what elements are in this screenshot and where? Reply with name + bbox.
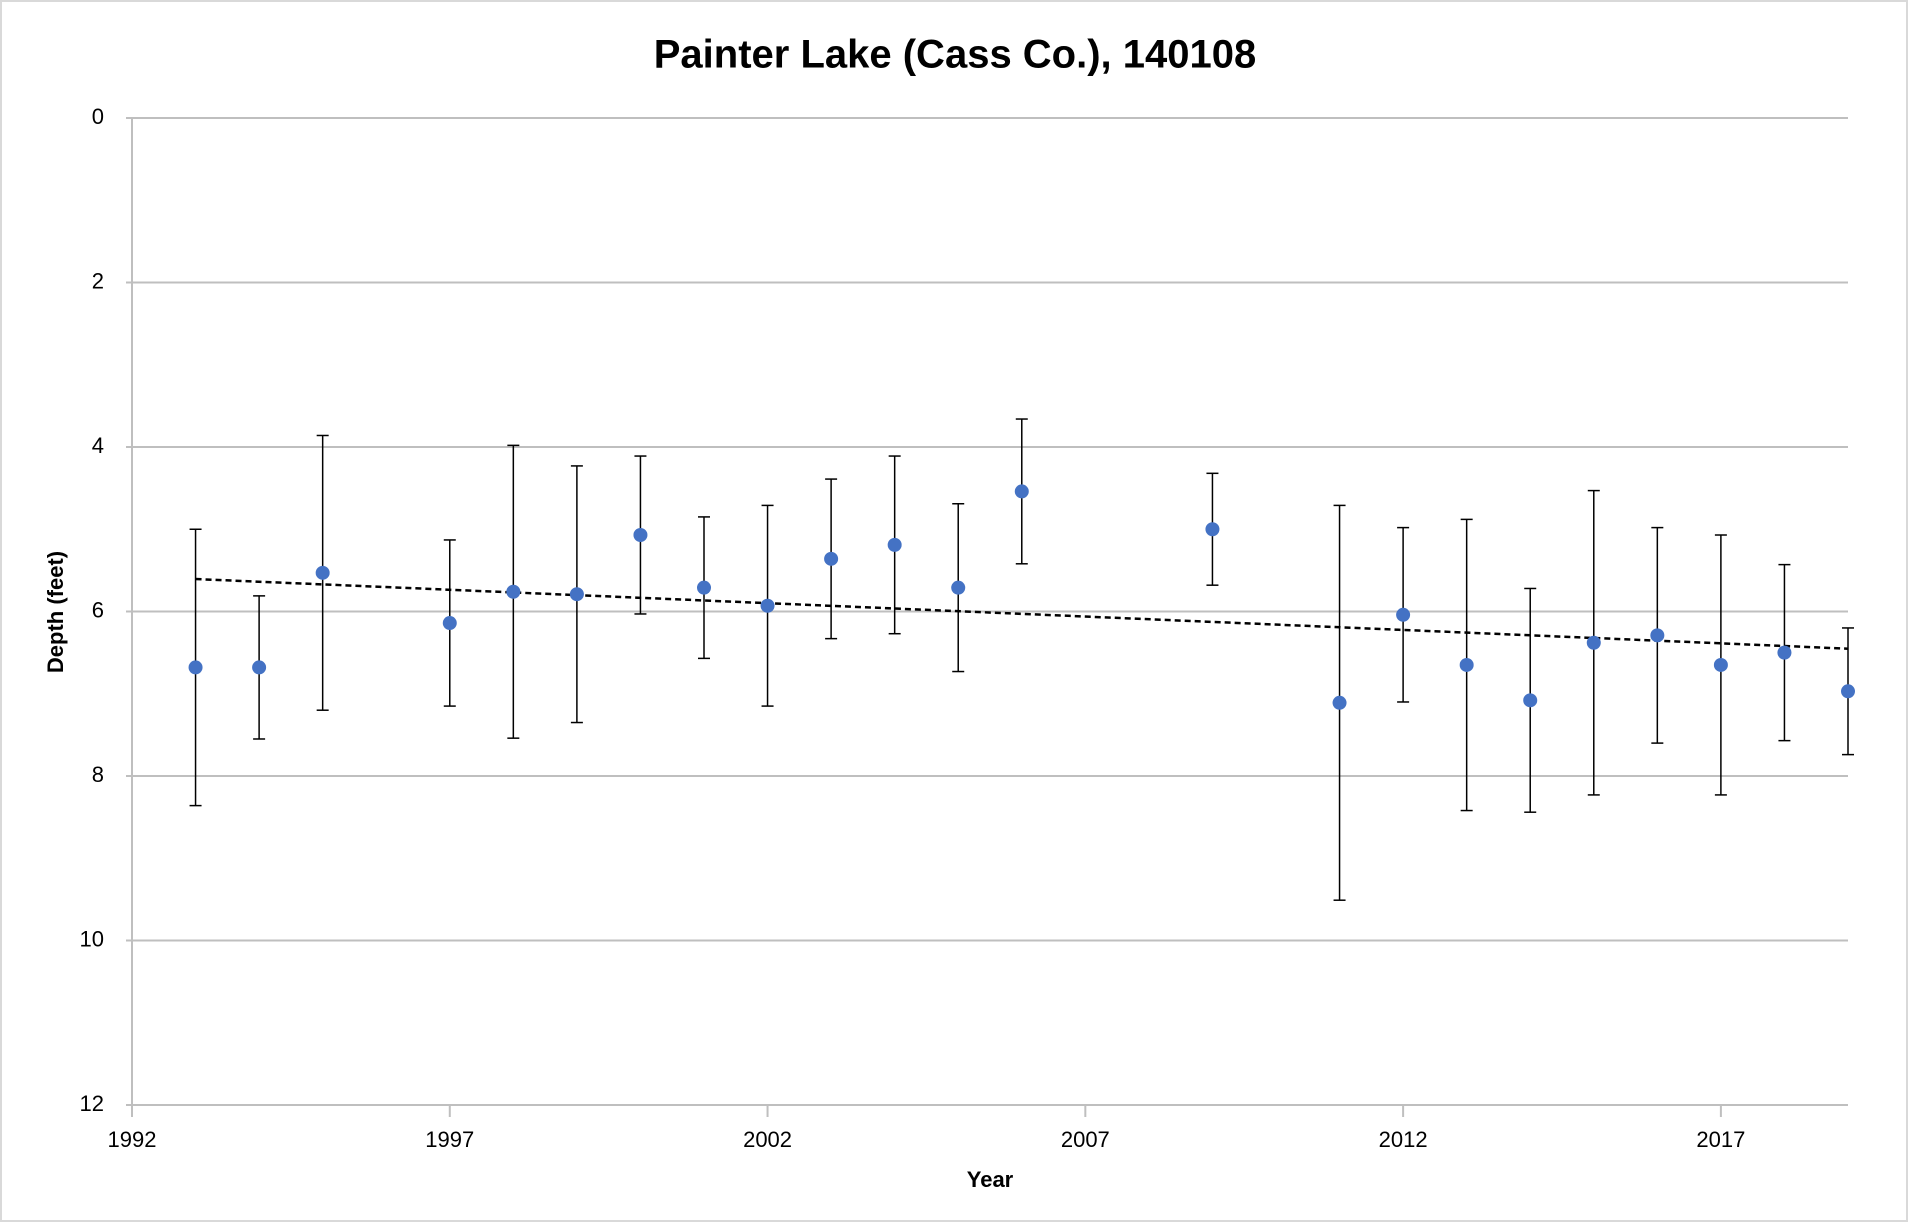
- x-tick-label: 2007: [1061, 1127, 1110, 1152]
- y-tick-label: 2: [92, 268, 104, 293]
- data-point: [315, 565, 330, 580]
- y-tick-label: 0: [92, 104, 104, 129]
- chart-title: Painter Lake (Cass Co.), 140108: [654, 33, 1257, 77]
- data-point: [1205, 522, 1220, 537]
- y-tick-label: 4: [92, 433, 104, 458]
- data-point: [252, 660, 267, 675]
- data-point: [1650, 628, 1665, 643]
- data-point: [442, 616, 457, 631]
- data-point: [1332, 695, 1347, 710]
- data-point: [188, 660, 203, 675]
- data-point: [1777, 645, 1792, 660]
- x-tick-label: 1992: [108, 1127, 157, 1152]
- data-point: [1523, 693, 1538, 708]
- x-tick-label: 1997: [425, 1127, 474, 1152]
- y-axis-title: Depth (feet): [43, 551, 68, 673]
- data-point: [1841, 684, 1855, 699]
- data-point: [697, 580, 711, 595]
- data-point: [824, 551, 839, 566]
- data-point: [569, 587, 584, 602]
- data-point: [1713, 657, 1728, 672]
- y-tick-label: 10: [80, 926, 104, 951]
- trend-line: [195, 577, 1849, 650]
- data-point: [760, 598, 775, 613]
- data-point: [1459, 657, 1474, 672]
- data-point: [1396, 607, 1411, 622]
- data-point: [887, 537, 902, 552]
- x-tick-label: 2017: [1696, 1127, 1745, 1152]
- data-point: [1586, 635, 1601, 650]
- y-tick-label: 12: [80, 1091, 104, 1116]
- data-point: [951, 580, 966, 595]
- y-tick-label: 6: [92, 597, 104, 622]
- data-point: [633, 528, 648, 543]
- data-point: [1014, 484, 1029, 499]
- x-tick-label: 2002: [743, 1127, 792, 1152]
- y-tick-label: 8: [92, 762, 104, 787]
- data-point: [506, 584, 521, 599]
- x-tick-label: 2012: [1379, 1127, 1428, 1152]
- x-axis-title: Year: [967, 1167, 1014, 1192]
